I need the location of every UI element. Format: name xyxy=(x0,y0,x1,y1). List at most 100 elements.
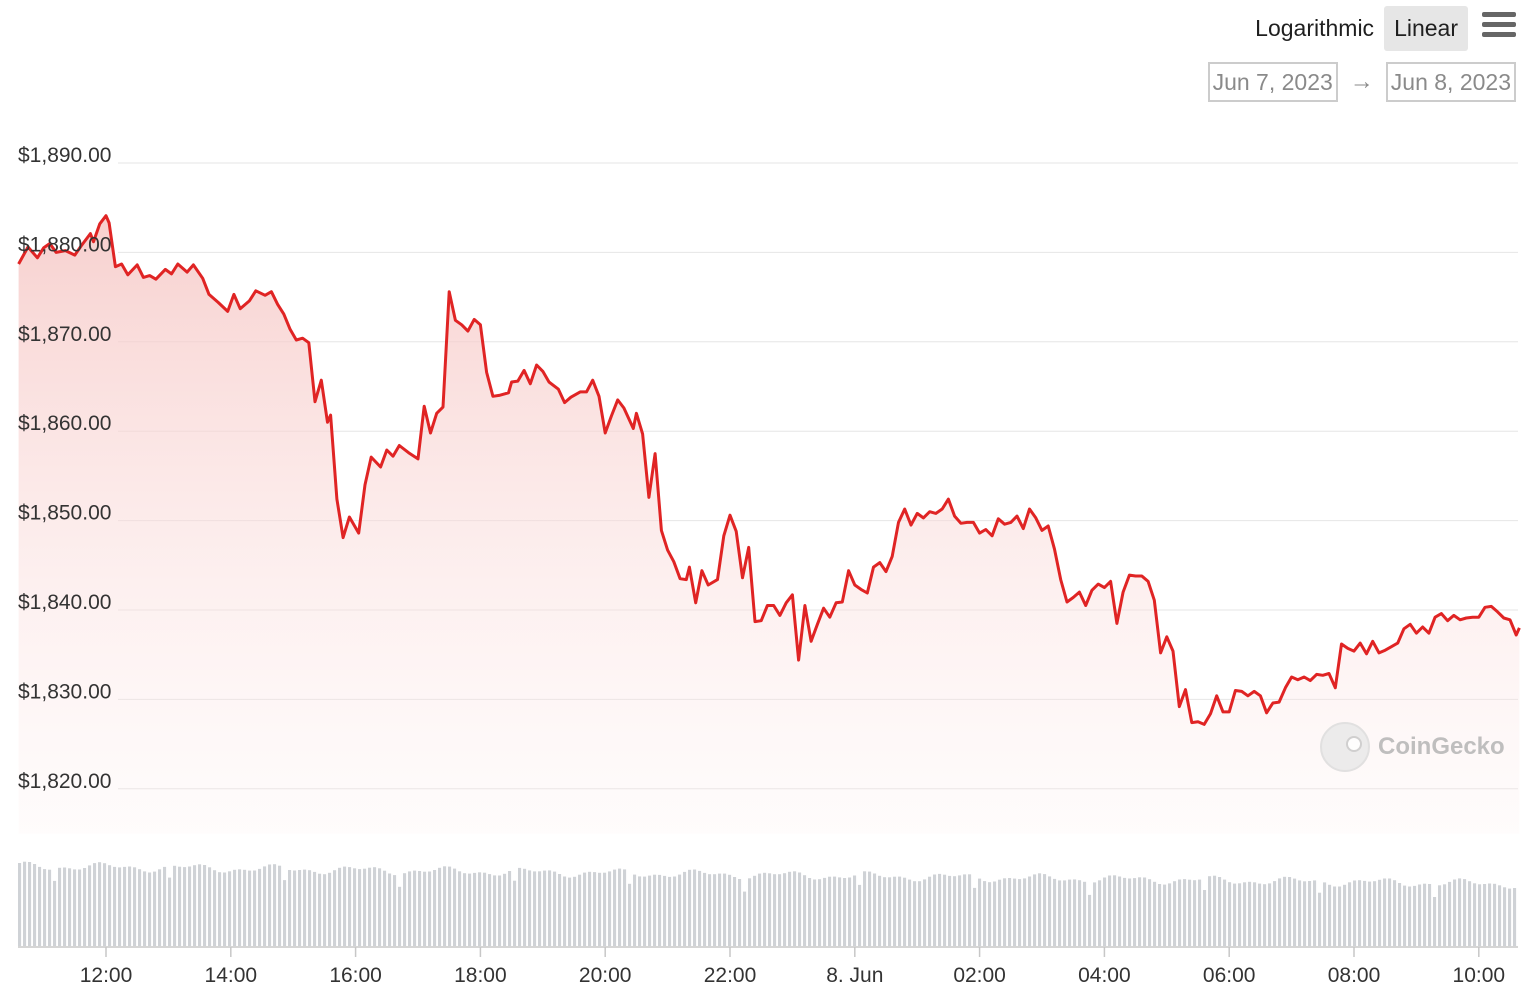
volume-bar xyxy=(668,876,672,946)
volume-bar xyxy=(303,869,307,946)
volume-bar xyxy=(228,871,232,946)
volume-bar xyxy=(63,867,67,946)
x-tick-label: 12:00 xyxy=(80,964,133,987)
volume-bar xyxy=(1058,880,1062,946)
volume-bar xyxy=(378,868,382,946)
volume-bar xyxy=(1268,883,1272,946)
volume-bar xyxy=(38,866,42,946)
volume-bar xyxy=(793,871,797,946)
linear-button[interactable]: Linear xyxy=(1384,6,1468,51)
volume-bar xyxy=(78,869,82,946)
volume-bar xyxy=(1008,878,1012,946)
volume-bar xyxy=(728,874,732,946)
volume-bar xyxy=(173,865,177,946)
volume-bar xyxy=(1068,879,1072,946)
volume-bar xyxy=(373,867,377,946)
volume-bar xyxy=(1233,883,1237,946)
volume-bar xyxy=(1278,878,1282,946)
volume-bar xyxy=(1393,880,1397,946)
volume-bar xyxy=(553,871,557,946)
volume-bar xyxy=(43,869,47,946)
volume-bar xyxy=(1003,878,1007,946)
volume-bar xyxy=(1338,886,1342,946)
date-from-input[interactable]: Jun 7, 2023 xyxy=(1207,62,1338,102)
volume-bar xyxy=(458,871,462,946)
volume-bar xyxy=(1193,880,1197,946)
volume-bar xyxy=(633,874,637,946)
volume-bar xyxy=(1428,884,1432,946)
volume-bars xyxy=(18,861,1517,946)
volume-bar xyxy=(198,864,202,946)
volume-bar xyxy=(678,874,682,946)
volume-bar xyxy=(1508,888,1512,946)
volume-bar xyxy=(233,869,237,946)
volume-bar xyxy=(738,879,742,946)
volume-bar xyxy=(808,878,812,946)
volume-bar xyxy=(53,880,57,946)
volume-bar xyxy=(863,871,867,946)
y-tick-label: $1,860.00 xyxy=(18,412,111,435)
volume-bar xyxy=(833,876,837,946)
volume-bar xyxy=(483,872,487,946)
volume-bar xyxy=(508,871,512,946)
volume-bar xyxy=(898,876,902,946)
y-tick-label: $1,870.00 xyxy=(18,323,111,346)
volume-bar xyxy=(1513,888,1517,946)
volume-bar xyxy=(858,884,862,946)
volume-bar xyxy=(1098,880,1102,946)
volume-bar xyxy=(1368,881,1372,946)
volume-bar xyxy=(593,872,597,946)
volume-bar xyxy=(1418,884,1422,946)
volume-bar xyxy=(258,868,262,946)
volume-bar xyxy=(408,871,412,946)
volume-bar xyxy=(933,874,937,946)
volume-bar xyxy=(138,869,142,946)
volume-bar xyxy=(603,872,607,946)
volume-bar xyxy=(423,871,427,946)
volume-bar xyxy=(183,867,187,946)
volume-bar xyxy=(938,873,942,946)
volume-bar xyxy=(1228,882,1232,946)
x-tick-label: 8. Jun xyxy=(826,964,883,987)
volume-bar xyxy=(1203,890,1207,946)
volume-bar xyxy=(528,870,532,946)
scale-toggle: Logarithmic Linear xyxy=(1245,6,1468,51)
hamburger-menu-icon[interactable] xyxy=(1482,12,1516,40)
volume-bar xyxy=(453,868,457,946)
volume-bar xyxy=(983,881,987,946)
y-axis-labels: $1,890.00 $1,880.00 $1,870.00 $1,860.00 $1,8… xyxy=(18,144,111,793)
logarithmic-button[interactable]: Logarithmic xyxy=(1255,15,1375,41)
volume-bar xyxy=(638,876,642,946)
volume-bar xyxy=(1143,877,1147,946)
volume-bar xyxy=(393,875,397,946)
volume-bar xyxy=(753,875,757,946)
volume-bar xyxy=(1483,884,1487,946)
volume-bar xyxy=(178,866,182,946)
volume-bar xyxy=(683,871,687,946)
volume-bar xyxy=(873,873,877,946)
volume-bar xyxy=(243,869,247,946)
volume-bar xyxy=(713,874,717,946)
volume-bar xyxy=(1248,881,1252,946)
volume-bar xyxy=(1463,879,1467,946)
volume-bar xyxy=(33,864,37,946)
x-tick-label: 04:00 xyxy=(1078,964,1131,987)
gecko-logo-icon xyxy=(1320,722,1370,772)
volume-bar xyxy=(583,872,587,946)
volume-bar xyxy=(978,878,982,946)
volume-bar xyxy=(1443,884,1447,946)
volume-bar xyxy=(703,872,707,946)
volume-bar xyxy=(1273,881,1277,946)
volume-bar xyxy=(1323,882,1327,946)
volume-bar xyxy=(473,872,477,946)
volume-bar xyxy=(888,877,892,946)
volume-bar xyxy=(1048,876,1052,946)
x-tick-label: 08:00 xyxy=(1328,964,1381,987)
volume-bar xyxy=(1283,876,1287,946)
date-to-input[interactable]: Jun 8, 2023 xyxy=(1385,62,1516,102)
volume-bar xyxy=(893,876,897,946)
volume-bar xyxy=(663,875,667,946)
volume-bar xyxy=(798,872,802,946)
volume-bar xyxy=(618,868,622,946)
